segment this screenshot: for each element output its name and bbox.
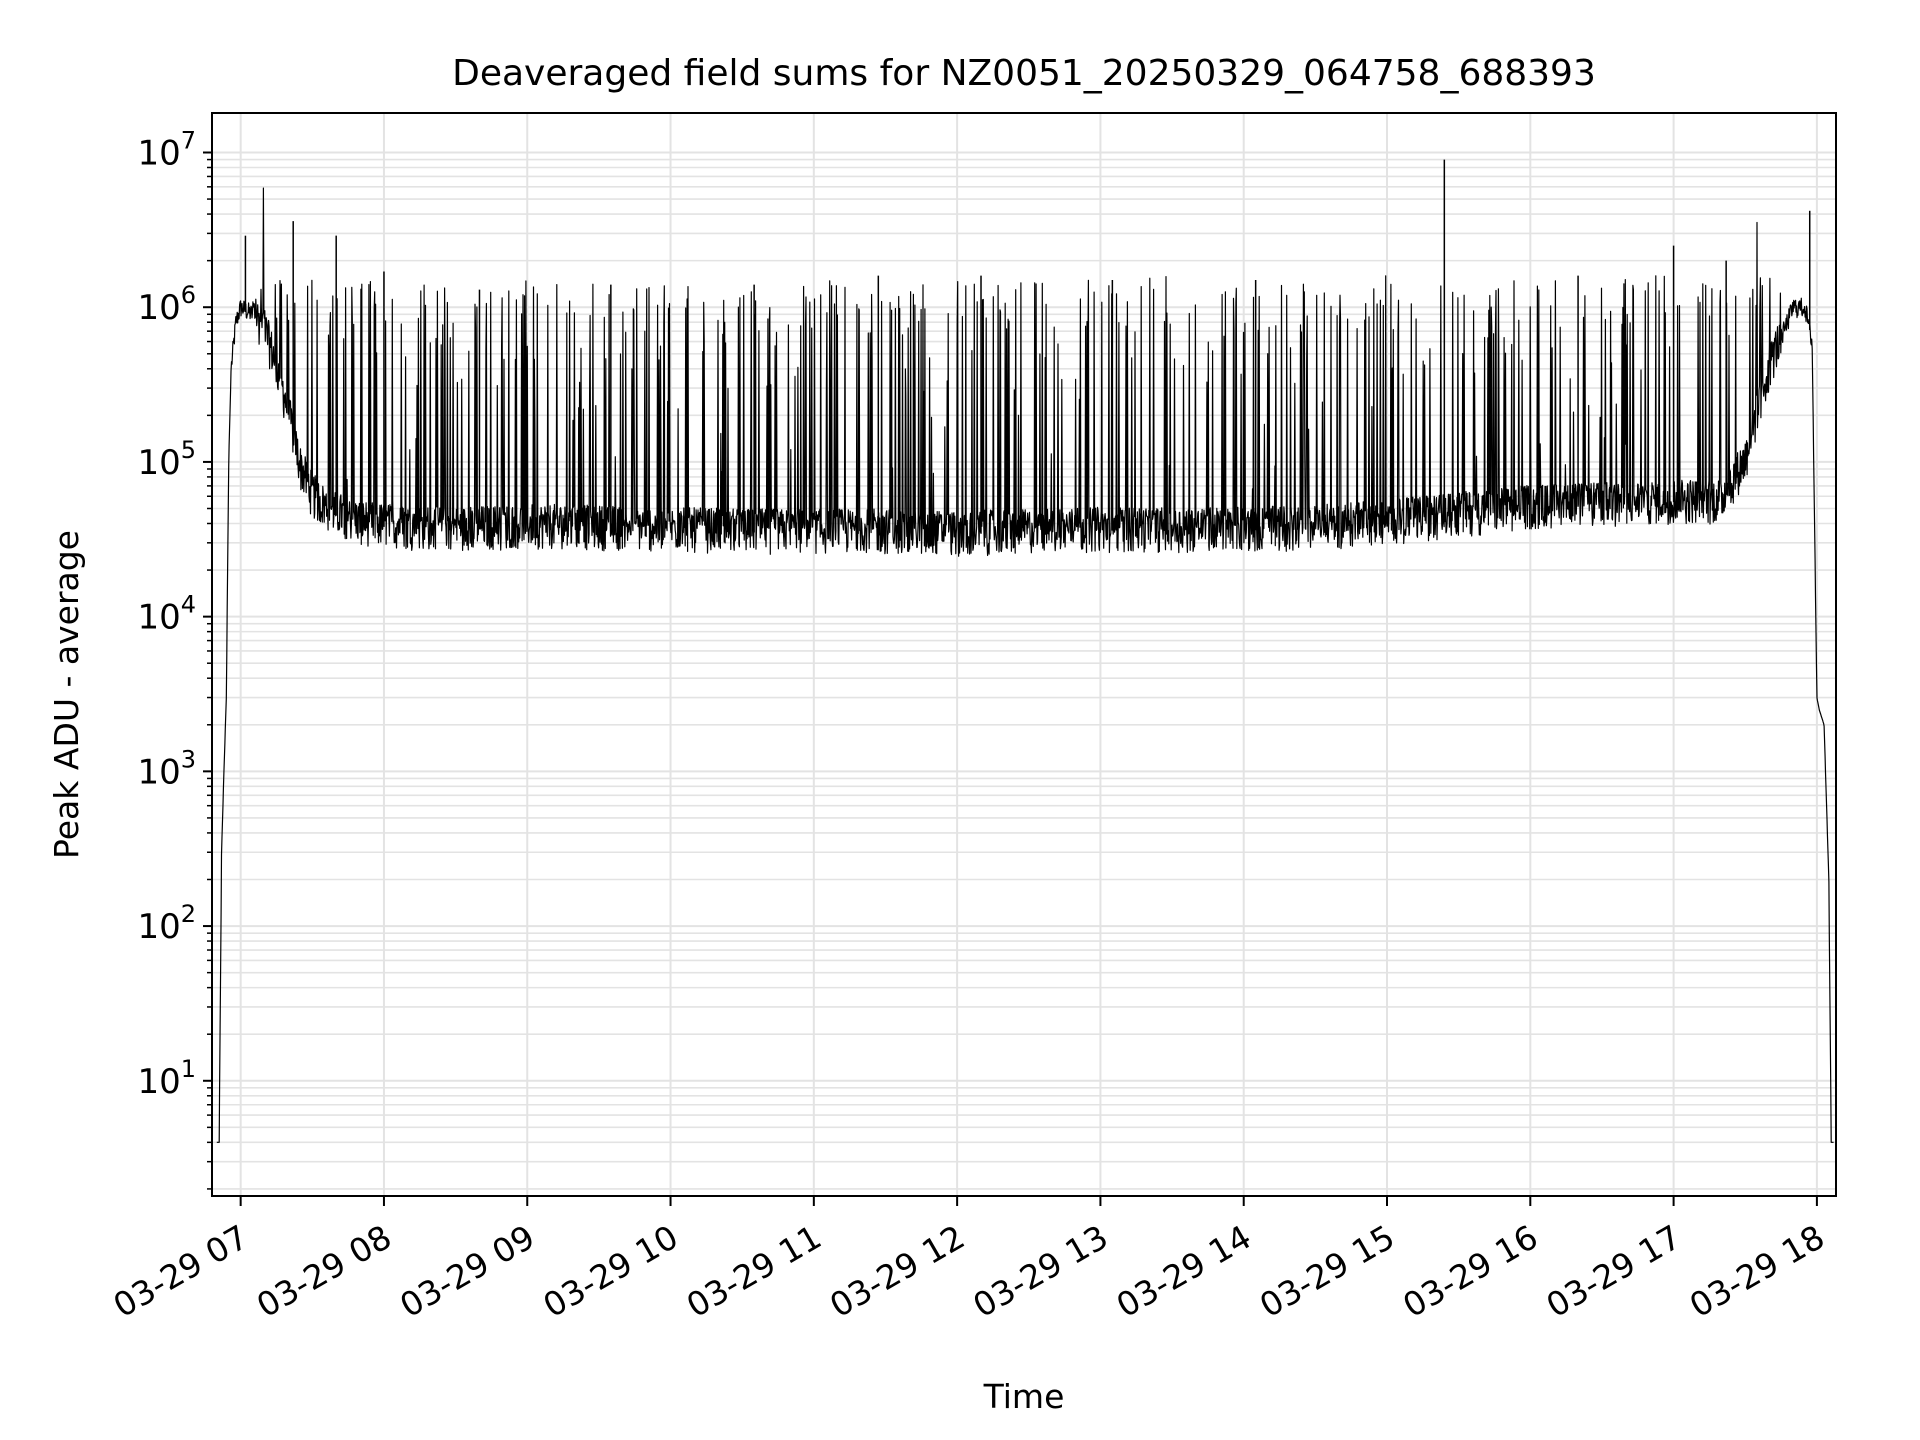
axes-frame: [211, 112, 1837, 1197]
y-tick-label: 101: [137, 1055, 196, 1102]
y-tick-label: 107: [137, 126, 196, 173]
x-axis-label: Time: [983, 1377, 1065, 1416]
chart-title: Deaveraged field sums for NZ0051_2025032…: [452, 53, 1596, 94]
data-layer: [216, 159, 1834, 1143]
y-tick-label: 103: [137, 745, 196, 792]
y-tick-label: 102: [137, 900, 196, 947]
y-axis-label: Peak ADU - average: [47, 530, 86, 859]
y-tick-label: 104: [137, 591, 196, 638]
y-tick-label: 105: [137, 436, 196, 483]
data-series-line: [216, 187, 1834, 1143]
y-tick-label: 106: [137, 281, 196, 328]
